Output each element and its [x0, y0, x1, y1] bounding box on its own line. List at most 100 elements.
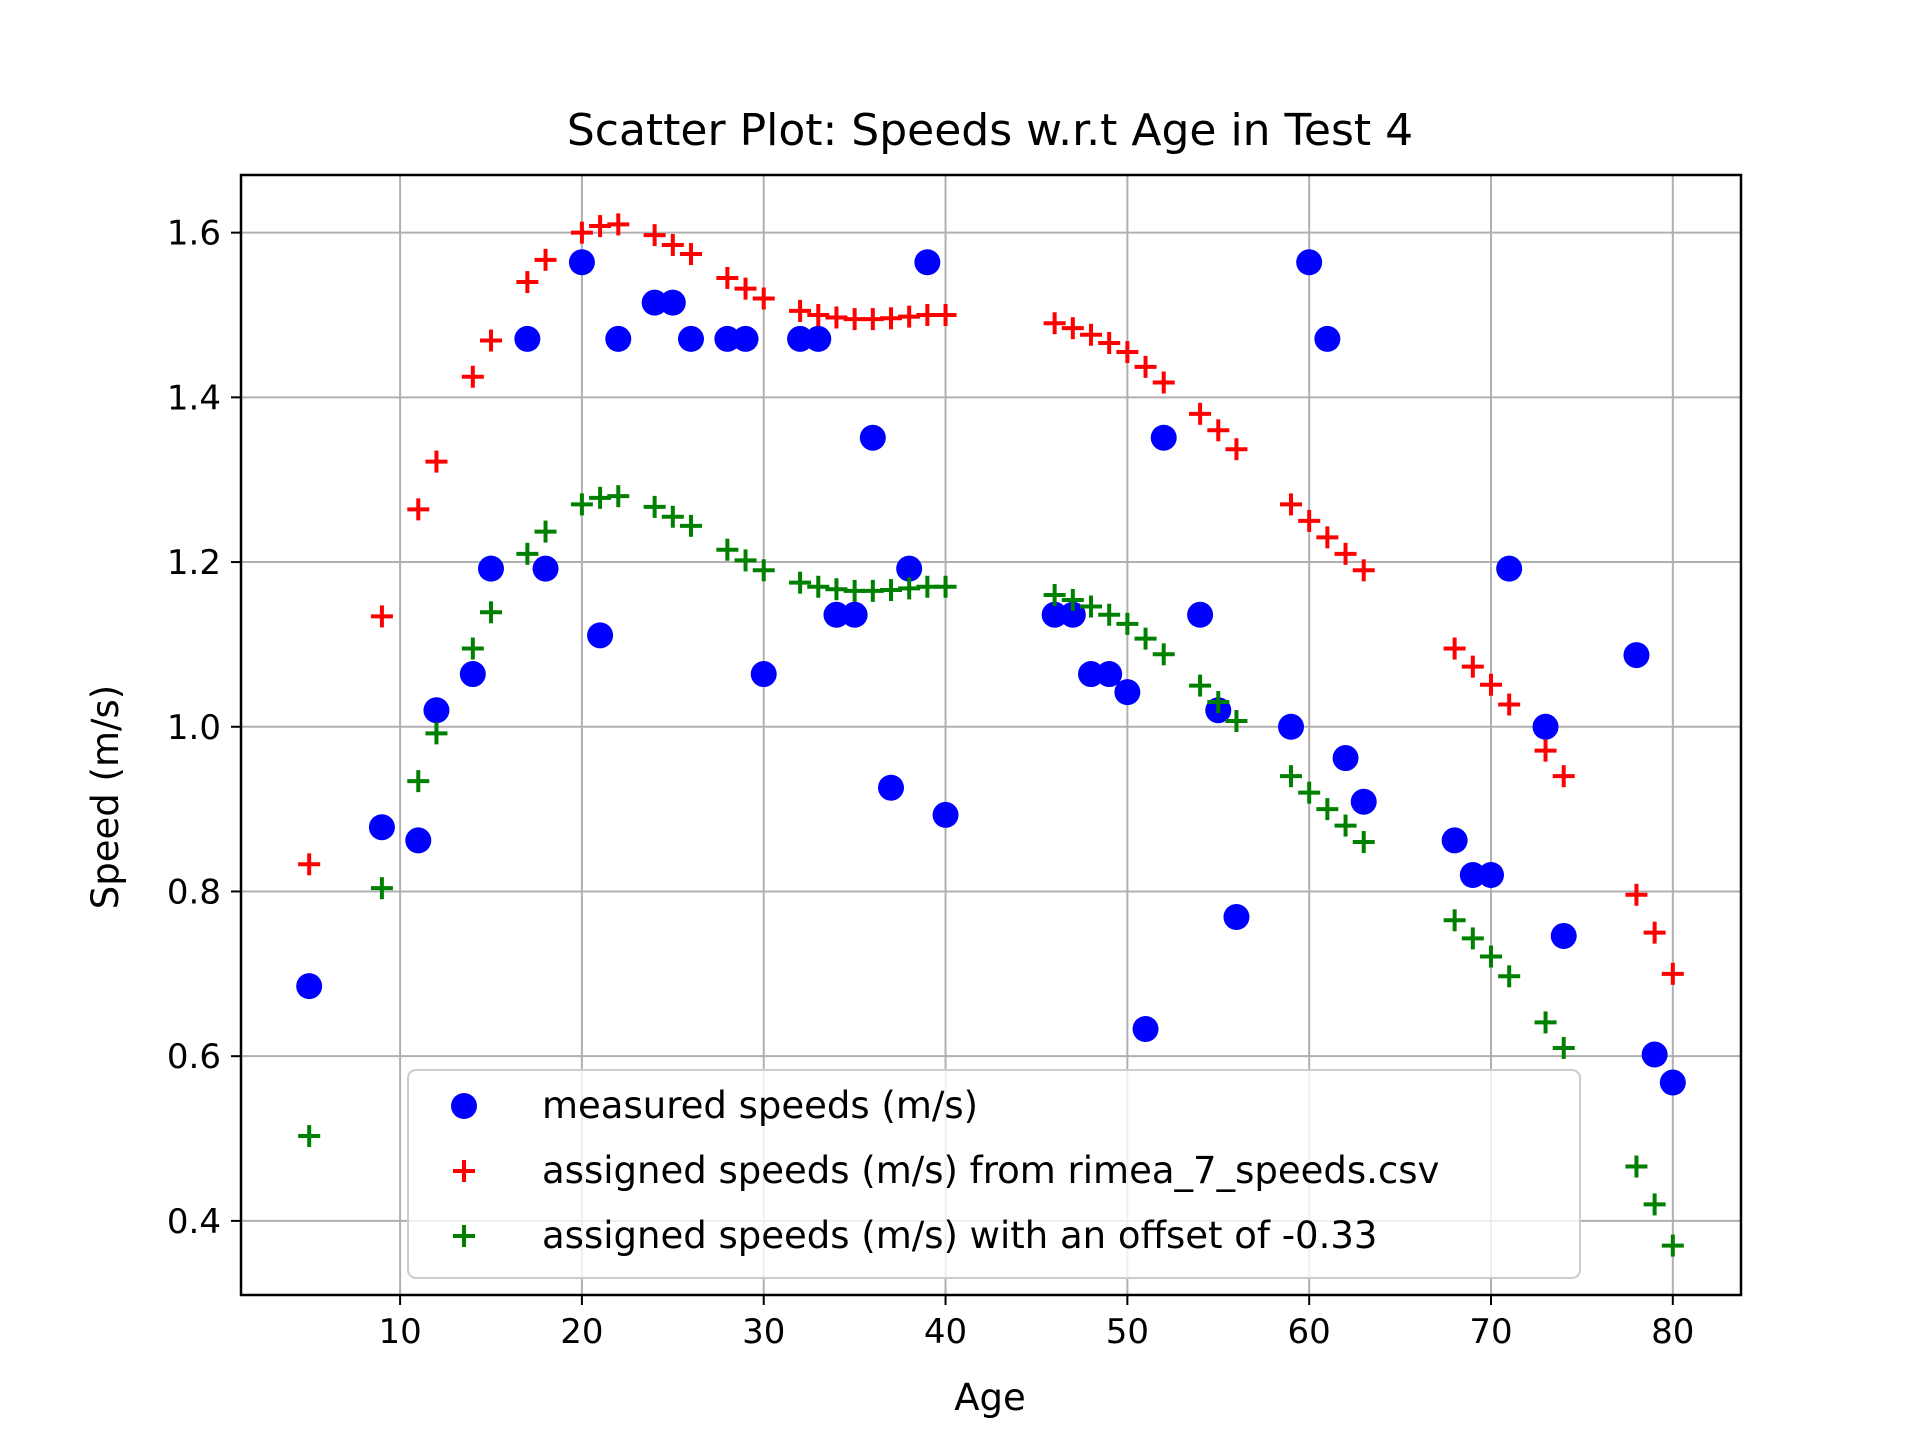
measured-speed-point [368, 814, 395, 841]
x-tick-label: 10 [378, 1312, 421, 1352]
assigned-speed-point [1280, 493, 1302, 516]
assigned-speed-point [1625, 883, 1648, 906]
offset-speed-point [370, 877, 393, 900]
measured-speed-point [1532, 713, 1559, 740]
offset-speed-point [480, 601, 502, 624]
assigned-speed-point [1498, 693, 1521, 716]
assigned-speed-point [425, 450, 448, 473]
assigned-speed-point [1134, 355, 1157, 378]
measured-speed-point [605, 325, 632, 352]
y-tick-label: 1.6 [167, 214, 221, 254]
offset-speed-point [1152, 643, 1175, 666]
legend-label: measured speeds (m/s) [542, 1084, 978, 1127]
measured-speed-point [1078, 661, 1104, 688]
y-axis-label: Speed (m/s) [84, 685, 127, 909]
measured-speed-point [568, 249, 595, 276]
offset-speed-point [1098, 603, 1121, 626]
assigned-speed-point [534, 248, 557, 271]
offset-speed-point [570, 493, 593, 516]
measured-speed-point [805, 325, 832, 352]
offset-speed-point [807, 575, 830, 598]
assigned-speed-point [480, 329, 502, 352]
assigned-speed-point [1443, 637, 1466, 660]
assigned-speed-point [680, 243, 702, 266]
series-3 [298, 485, 1684, 1257]
offset-speed-point [752, 559, 775, 582]
chart-title: Scatter Plot: Speeds w.r.t Age in Test 4 [567, 105, 1413, 156]
offset-speed-point [1625, 1155, 1648, 1178]
assigned-speed-point [607, 213, 630, 236]
measured-speed-point [1096, 661, 1123, 688]
measured-speed-point [641, 289, 668, 316]
measured-speed-point [1041, 601, 1068, 628]
measured-speed-point [1496, 555, 1523, 582]
assigned-speed-point [570, 221, 593, 244]
measured-speed-point [532, 555, 559, 582]
assigned-speed-point [1298, 509, 1321, 532]
assigned-speed-point [1316, 526, 1339, 549]
legend-box [407, 1069, 1581, 1279]
assigned-speed-point [298, 853, 321, 876]
x-tick-label: 50 [1106, 1312, 1149, 1352]
offset-speed-point [643, 495, 666, 518]
assigned-speed-point [734, 277, 757, 300]
measured-speed-point [1350, 788, 1377, 815]
measured-speed-point [296, 973, 323, 1000]
measured-speed-point [732, 325, 759, 352]
offset-speed-point [461, 637, 484, 660]
measured-speed-point [1441, 827, 1468, 854]
offset-speed-point [1189, 674, 1212, 697]
measured-speed-point [1459, 862, 1486, 888]
assigned-speed-point [516, 271, 539, 294]
offset-speed-point [680, 514, 702, 537]
offset-speed-point [934, 575, 957, 598]
offset-speed-point [1134, 627, 1157, 650]
assigned-speed-point [716, 266, 739, 289]
legend-marker [453, 1225, 475, 1247]
measured-speed-point [478, 555, 504, 582]
measured-speed-point [1059, 601, 1086, 628]
measured-speed-point [1550, 922, 1577, 949]
assigned-speed-point [1152, 371, 1175, 394]
assigned-speed-point [934, 304, 957, 326]
assigned-speed-point [807, 304, 830, 326]
y-tick-label: 1.2 [167, 543, 221, 583]
measured-speed-point [678, 325, 704, 352]
measured-speed-point [1296, 249, 1323, 276]
assigned-speed-point [1207, 419, 1230, 442]
x-tick-label: 30 [742, 1312, 785, 1352]
assigned-speed-point [370, 605, 393, 628]
y-tick-label: 1.0 [167, 708, 221, 748]
x-tick-label: 60 [1288, 1312, 1331, 1352]
measured-speed-point [1659, 1069, 1686, 1096]
offset-speed-point [1043, 584, 1066, 606]
offset-speed-point [1316, 798, 1339, 821]
offset-speed-point [1480, 945, 1502, 968]
y-tick-label: 0.8 [167, 872, 221, 912]
assigned-speed-point [461, 365, 484, 388]
measured-speed-point [878, 774, 904, 801]
assigned-speed-point [1043, 312, 1066, 335]
offset-speed-point [607, 485, 630, 508]
x-tick-label: 70 [1469, 1312, 1512, 1352]
measured-speed-point [1150, 424, 1177, 451]
assigned-speed-point [1534, 739, 1557, 762]
data-points [296, 213, 1686, 1257]
assigned-speed-point [643, 224, 666, 247]
offset-speed-point [1334, 814, 1357, 837]
offset-speed-point [1298, 781, 1321, 804]
assigned-speed-point [752, 287, 775, 310]
legend-label: assigned speeds (m/s) from rimea_7_speed… [542, 1149, 1439, 1192]
assigned-speed-point [407, 498, 430, 521]
offset-speed-point [1207, 691, 1230, 714]
measured-speed-point [1332, 745, 1359, 772]
measured-speed-point [659, 289, 686, 316]
legend-label: assigned speeds (m/s) with an offset of … [542, 1214, 1377, 1257]
measured-speed-point [459, 661, 486, 688]
offset-speed-point [1061, 588, 1084, 611]
offset-speed-point [1661, 1234, 1684, 1257]
measured-speed-point [1623, 642, 1650, 669]
offset-speed-point [407, 770, 430, 793]
measured-speed-point [587, 622, 614, 649]
assigned-speed-point [1116, 341, 1139, 364]
